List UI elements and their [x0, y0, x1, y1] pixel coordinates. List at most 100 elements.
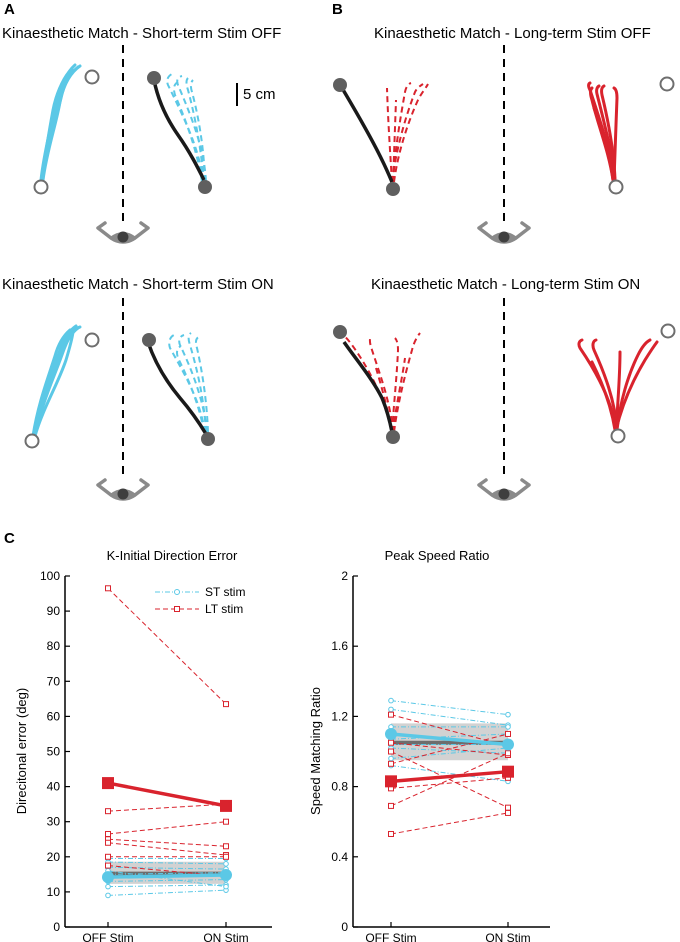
mean-point — [102, 777, 114, 790]
subject-point — [505, 809, 511, 816]
mean-line — [107, 781, 227, 808]
reference-trajectory — [342, 341, 394, 433]
legend-label: ST stim — [205, 585, 245, 599]
subject-point — [388, 830, 394, 837]
target-circle — [660, 323, 676, 339]
subject-point — [505, 804, 511, 811]
reference-trajectory — [340, 87, 394, 183]
target-circle — [84, 332, 100, 348]
subject-point — [105, 862, 111, 869]
subject-line — [107, 889, 227, 896]
y-tick-label: 0 — [53, 920, 60, 934]
target-circle — [608, 179, 624, 195]
target-circle — [33, 179, 49, 195]
mean-point — [220, 869, 232, 882]
y-tick-label: 20 — [47, 850, 61, 864]
x-tick-label: ON Stim — [485, 931, 530, 942]
subject-line — [390, 708, 509, 726]
subject-point — [105, 883, 111, 890]
subject-point — [388, 802, 394, 809]
subject-point — [505, 730, 511, 737]
start-dot — [142, 333, 156, 347]
panel-c-label: C — [4, 530, 15, 547]
subject-point — [223, 853, 229, 860]
mean-point — [385, 727, 397, 740]
mean-line — [390, 769, 509, 784]
eye-icon — [96, 221, 150, 245]
y-tick-label: 50 — [47, 745, 61, 759]
trajectory-group-cyan-dashed — [166, 73, 207, 183]
scale-bar-label: 5 cm — [243, 86, 276, 103]
panel-b-bottom-title: Kinaesthetic Match - Long-term Stim ON — [371, 276, 640, 293]
start-dot — [333, 78, 347, 92]
target-circle — [610, 428, 626, 444]
y-axis-label: Speed Matching Ratio — [308, 687, 323, 815]
y-tick-label: 80 — [47, 639, 61, 653]
x-tick-label: OFF Stim — [365, 931, 416, 942]
subject-point — [223, 843, 229, 850]
mean-point — [102, 871, 114, 884]
legend-marker — [174, 606, 180, 612]
subject-point — [388, 760, 394, 767]
panel-b-label: B — [332, 1, 343, 18]
subject-point — [505, 724, 511, 730]
mean-point — [502, 738, 514, 751]
subject-point — [223, 883, 229, 890]
legend-label: LT stim — [205, 602, 243, 616]
chart-title: K-Initial Direction Error — [107, 548, 238, 563]
legend-marker — [174, 589, 180, 595]
subject-point — [388, 748, 394, 755]
subject-point — [505, 750, 511, 757]
panel-a: A Kinaesthetic Match - Short-term Stim O… — [2, 1, 281, 502]
subject-line — [390, 777, 509, 789]
mean-line — [107, 873, 227, 879]
mean-point — [385, 775, 397, 788]
panel-a-top-title: Kinaesthetic Match - Short-term Stim OFF — [2, 25, 281, 42]
subject-line — [390, 751, 509, 809]
x-tick-label: ON Stim — [203, 931, 248, 942]
reference-trajectory — [152, 79, 206, 181]
target-circle — [659, 76, 675, 92]
panel-b-top-title: Kinaesthetic Match - Long-term Stim OFF — [374, 25, 651, 42]
target-circle — [84, 69, 100, 85]
subject-point — [223, 818, 229, 825]
subject-point — [105, 892, 111, 899]
subject-line — [107, 884, 227, 888]
y-tick-label: 30 — [47, 815, 61, 829]
subject-point — [388, 711, 394, 718]
subject-point — [388, 706, 394, 713]
mean-point — [220, 799, 232, 812]
chart-title: Peak Speed Ratio — [385, 548, 490, 563]
y-tick-label: 1.6 — [331, 639, 348, 653]
subject-line — [107, 821, 227, 835]
y-tick-label: 2 — [341, 569, 348, 583]
subject-point — [105, 830, 111, 837]
subject-point — [505, 711, 511, 718]
end-dot — [386, 182, 400, 196]
trajectory-group-red-dashed — [342, 332, 421, 433]
subject-point — [388, 755, 394, 762]
trajectory-group-red-right — [577, 338, 659, 432]
subject-line — [390, 812, 509, 835]
subject-line — [107, 587, 227, 705]
chart-direction-error: K-Initial Direction Error Direcitonal er… — [14, 548, 272, 942]
subject-point — [105, 808, 111, 815]
trajectory-group-cyan-left — [31, 324, 82, 438]
y-tick-label: 0.4 — [331, 850, 348, 864]
y-tick-label: 100 — [40, 569, 60, 583]
y-tick-label: 40 — [47, 780, 61, 794]
mean-line — [390, 732, 509, 747]
y-tick-label: 10 — [47, 885, 61, 899]
panel-a-bottom-title: Kinaesthetic Match - Short-term Stim ON — [2, 276, 274, 293]
end-dot — [198, 180, 212, 194]
subject-line — [107, 803, 227, 812]
y-axis-label: Direcitonal error (deg) — [14, 688, 29, 814]
subject-point — [388, 697, 394, 704]
start-dot — [333, 325, 347, 339]
eye-icon — [96, 478, 150, 502]
y-tick-label: 1.2 — [331, 709, 348, 723]
subject-line — [390, 747, 509, 760]
trajectory-group-red-dashed — [386, 82, 429, 183]
panel-b: B Kinaesthetic Match - Long-term Stim OF… — [332, 1, 676, 502]
subject-point — [105, 839, 111, 846]
